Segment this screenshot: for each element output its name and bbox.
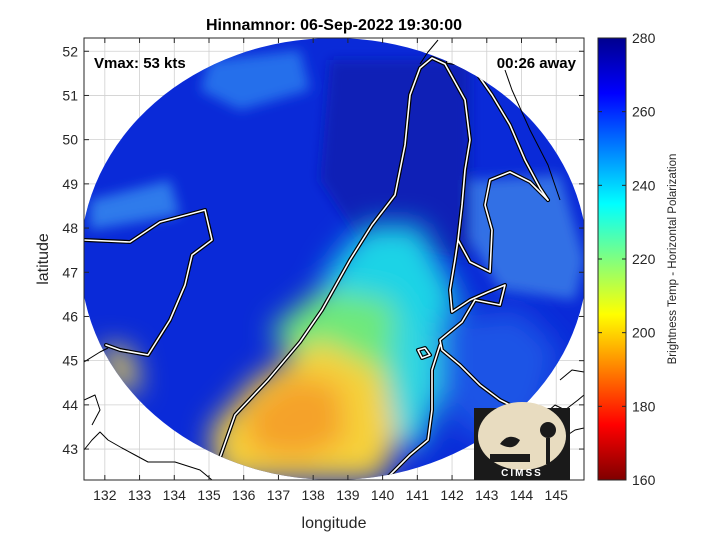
y-tick-label: 46 — [62, 308, 78, 324]
colorbar-ticks: 160 180 200 220 240 260 280 — [598, 30, 656, 488]
y-tick-label: 48 — [62, 220, 78, 236]
x-tick-label: 142 — [440, 487, 464, 503]
cimss-logo-text: CIMSS — [501, 468, 543, 479]
x-tick-label: 136 — [232, 487, 256, 503]
y-tick-label: 45 — [62, 353, 78, 369]
y-tick-label: 44 — [62, 397, 78, 413]
warm-spot-west — [100, 345, 140, 390]
x-tick-label: 132 — [93, 487, 117, 503]
time-away-annotation: 00:26 away — [497, 55, 577, 72]
x-tick-label: 133 — [128, 487, 152, 503]
x-tick-label: 138 — [301, 487, 325, 503]
dark-blue-north-region — [320, 60, 470, 260]
light-cloud-west — [90, 180, 180, 230]
y-tick-label: 47 — [62, 264, 78, 280]
colorbar-tick-label: 280 — [632, 30, 656, 46]
colorbar-tick-label: 240 — [632, 177, 656, 193]
x-tick-label: 139 — [336, 487, 360, 503]
x-tick-label: 143 — [475, 487, 499, 503]
colorbar-tick-label: 220 — [632, 251, 656, 267]
y-axis-label: latitude — [35, 233, 52, 285]
x-axis-label: longitude — [302, 515, 367, 532]
x-tick-label: 137 — [267, 487, 291, 503]
x-tick-label: 145 — [545, 487, 569, 503]
x-tick-label: 144 — [510, 487, 534, 503]
warm-region-orange — [245, 375, 345, 460]
axes-frame — [83, 37, 585, 481]
cimss-logo: CIMSS — [474, 402, 570, 480]
x-axis-ticks: 132 133 134 135 136 137 138 139 140 141 142 143 144 1… — [93, 38, 568, 503]
colorbar-tick-label: 260 — [632, 104, 656, 120]
y-tick-label: 43 — [62, 441, 78, 457]
light-cloud-north — [200, 50, 310, 110]
x-tick-label: 135 — [197, 487, 221, 503]
colorbar-label: Brightness Temp - Horizontal Polarizatio… — [667, 154, 679, 365]
coastlines-swath — [84, 56, 550, 480]
colorbar-tick-label: 160 — [632, 472, 656, 488]
colorbar-tick-label: 180 — [632, 398, 656, 414]
vmax-annotation: Vmax: 53 kts — [94, 55, 186, 72]
x-tick-label: 141 — [406, 487, 430, 503]
colorbar-tick-label: 200 — [632, 325, 656, 341]
colorbar — [597, 37, 627, 481]
y-tick-label: 49 — [62, 176, 78, 192]
cloud-band-okhotsk — [470, 175, 584, 300]
y-tick-label: 50 — [62, 132, 78, 148]
y-tick-label: 51 — [62, 87, 78, 103]
y-axis-ticks: 43 44 45 46 47 48 49 50 51 52 — [62, 43, 584, 457]
y-tick-label: 52 — [62, 43, 78, 59]
x-tick-label: 134 — [163, 487, 187, 503]
x-tick-label: 140 — [371, 487, 395, 503]
chart-title: Hinnamnor: 06-Sep-2022 19:30:00 — [206, 17, 462, 34]
